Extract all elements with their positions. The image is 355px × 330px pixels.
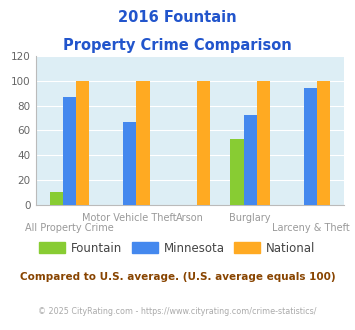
Bar xyxy=(123,122,136,205)
Bar xyxy=(63,97,76,205)
Bar xyxy=(244,115,257,205)
Text: Compared to U.S. average. (U.S. average equals 100): Compared to U.S. average. (U.S. average … xyxy=(20,272,335,282)
Text: Arson: Arson xyxy=(176,213,204,223)
Text: © 2025 CityRating.com - https://www.cityrating.com/crime-statistics/: © 2025 CityRating.com - https://www.city… xyxy=(38,307,317,316)
Text: 2016 Fountain: 2016 Fountain xyxy=(118,10,237,25)
Text: Property Crime Comparison: Property Crime Comparison xyxy=(63,38,292,53)
Bar xyxy=(136,81,149,205)
Bar xyxy=(50,192,63,205)
Text: Burglary: Burglary xyxy=(229,213,271,223)
Bar xyxy=(304,88,317,205)
Bar xyxy=(197,81,210,205)
Text: All Property Crime: All Property Crime xyxy=(25,223,114,233)
Bar xyxy=(76,81,89,205)
Text: Larceny & Theft: Larceny & Theft xyxy=(272,223,349,233)
Text: Motor Vehicle Theft: Motor Vehicle Theft xyxy=(82,213,177,223)
Legend: Fountain, Minnesota, National: Fountain, Minnesota, National xyxy=(35,237,320,259)
Bar xyxy=(257,81,270,205)
Bar xyxy=(317,81,330,205)
Bar xyxy=(230,139,244,205)
